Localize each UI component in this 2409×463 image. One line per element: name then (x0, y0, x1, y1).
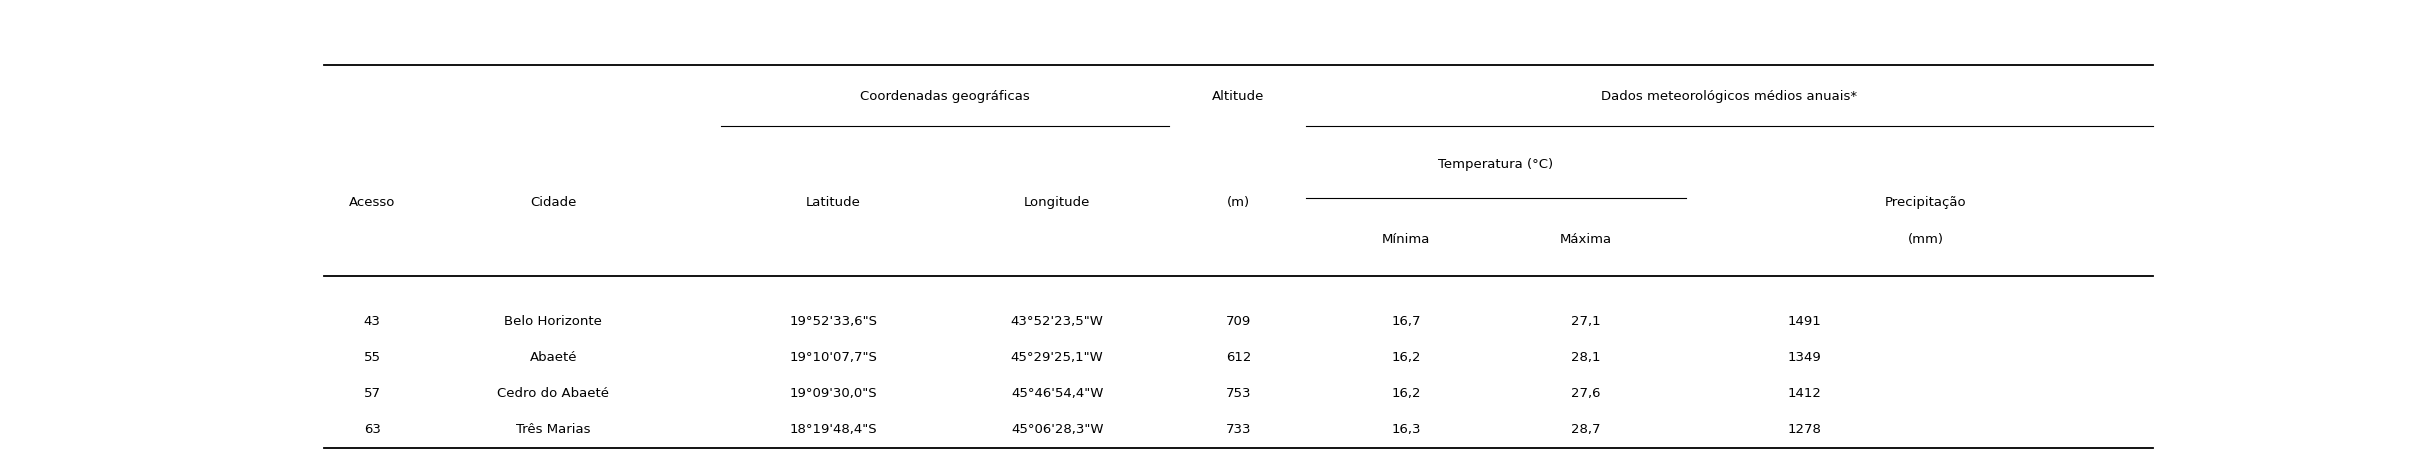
Text: Acesso: Acesso (349, 195, 395, 208)
Text: Cedro do Abaeté: Cedro do Abaeté (496, 386, 609, 399)
Text: Coordenadas geográficas: Coordenadas geográficas (860, 90, 1031, 103)
Text: 27,1: 27,1 (1571, 315, 1600, 328)
Text: Máxima: Máxima (1559, 233, 1612, 246)
Text: 1349: 1349 (1787, 350, 1821, 363)
Text: 19°10'07,7"S: 19°10'07,7"S (790, 350, 877, 363)
Text: 45°29'25,1"W: 45°29'25,1"W (1012, 350, 1103, 363)
Text: 45°46'54,4"W: 45°46'54,4"W (1012, 386, 1103, 399)
Text: 16,2: 16,2 (1392, 386, 1421, 399)
Text: 1412: 1412 (1787, 386, 1821, 399)
Text: 733: 733 (1226, 422, 1250, 435)
Text: 18°19'48,4"S: 18°19'48,4"S (790, 422, 877, 435)
Text: Mínima: Mínima (1383, 233, 1431, 246)
Text: (mm): (mm) (1908, 233, 1944, 246)
Text: Abaeté: Abaeté (530, 350, 576, 363)
Text: (m): (m) (1226, 195, 1250, 208)
Text: 1491: 1491 (1787, 315, 1821, 328)
Text: Cidade: Cidade (530, 195, 576, 208)
Text: Três Marias: Três Marias (516, 422, 590, 435)
Text: 27,6: 27,6 (1571, 386, 1600, 399)
Text: 19°52'33,6"S: 19°52'33,6"S (790, 315, 877, 328)
Text: 55: 55 (364, 350, 381, 363)
Text: Longitude: Longitude (1024, 195, 1091, 208)
Text: 57: 57 (364, 386, 381, 399)
Text: Latitude: Latitude (805, 195, 860, 208)
Text: 43°52'23,5"W: 43°52'23,5"W (1012, 315, 1103, 328)
Text: 28,7: 28,7 (1571, 422, 1600, 435)
Text: 45°06'28,3"W: 45°06'28,3"W (1012, 422, 1103, 435)
Text: 16,3: 16,3 (1392, 422, 1421, 435)
Text: Dados meteorológicos médios anuais*: Dados meteorológicos médios anuais* (1602, 90, 1857, 103)
Text: 28,1: 28,1 (1571, 350, 1600, 363)
Text: 43: 43 (364, 315, 381, 328)
Text: Altitude: Altitude (1212, 90, 1265, 103)
Text: 16,7: 16,7 (1392, 315, 1421, 328)
Text: 709: 709 (1226, 315, 1250, 328)
Text: 612: 612 (1226, 350, 1250, 363)
Text: 16,2: 16,2 (1392, 350, 1421, 363)
Text: 63: 63 (364, 422, 381, 435)
Text: Temperatura (°C): Temperatura (°C) (1438, 158, 1554, 171)
Text: 1278: 1278 (1787, 422, 1821, 435)
Text: Belo Horizonte: Belo Horizonte (503, 315, 602, 328)
Text: Precipitação: Precipitação (1884, 195, 1966, 208)
Text: 19°09'30,0"S: 19°09'30,0"S (790, 386, 877, 399)
Text: 753: 753 (1226, 386, 1250, 399)
